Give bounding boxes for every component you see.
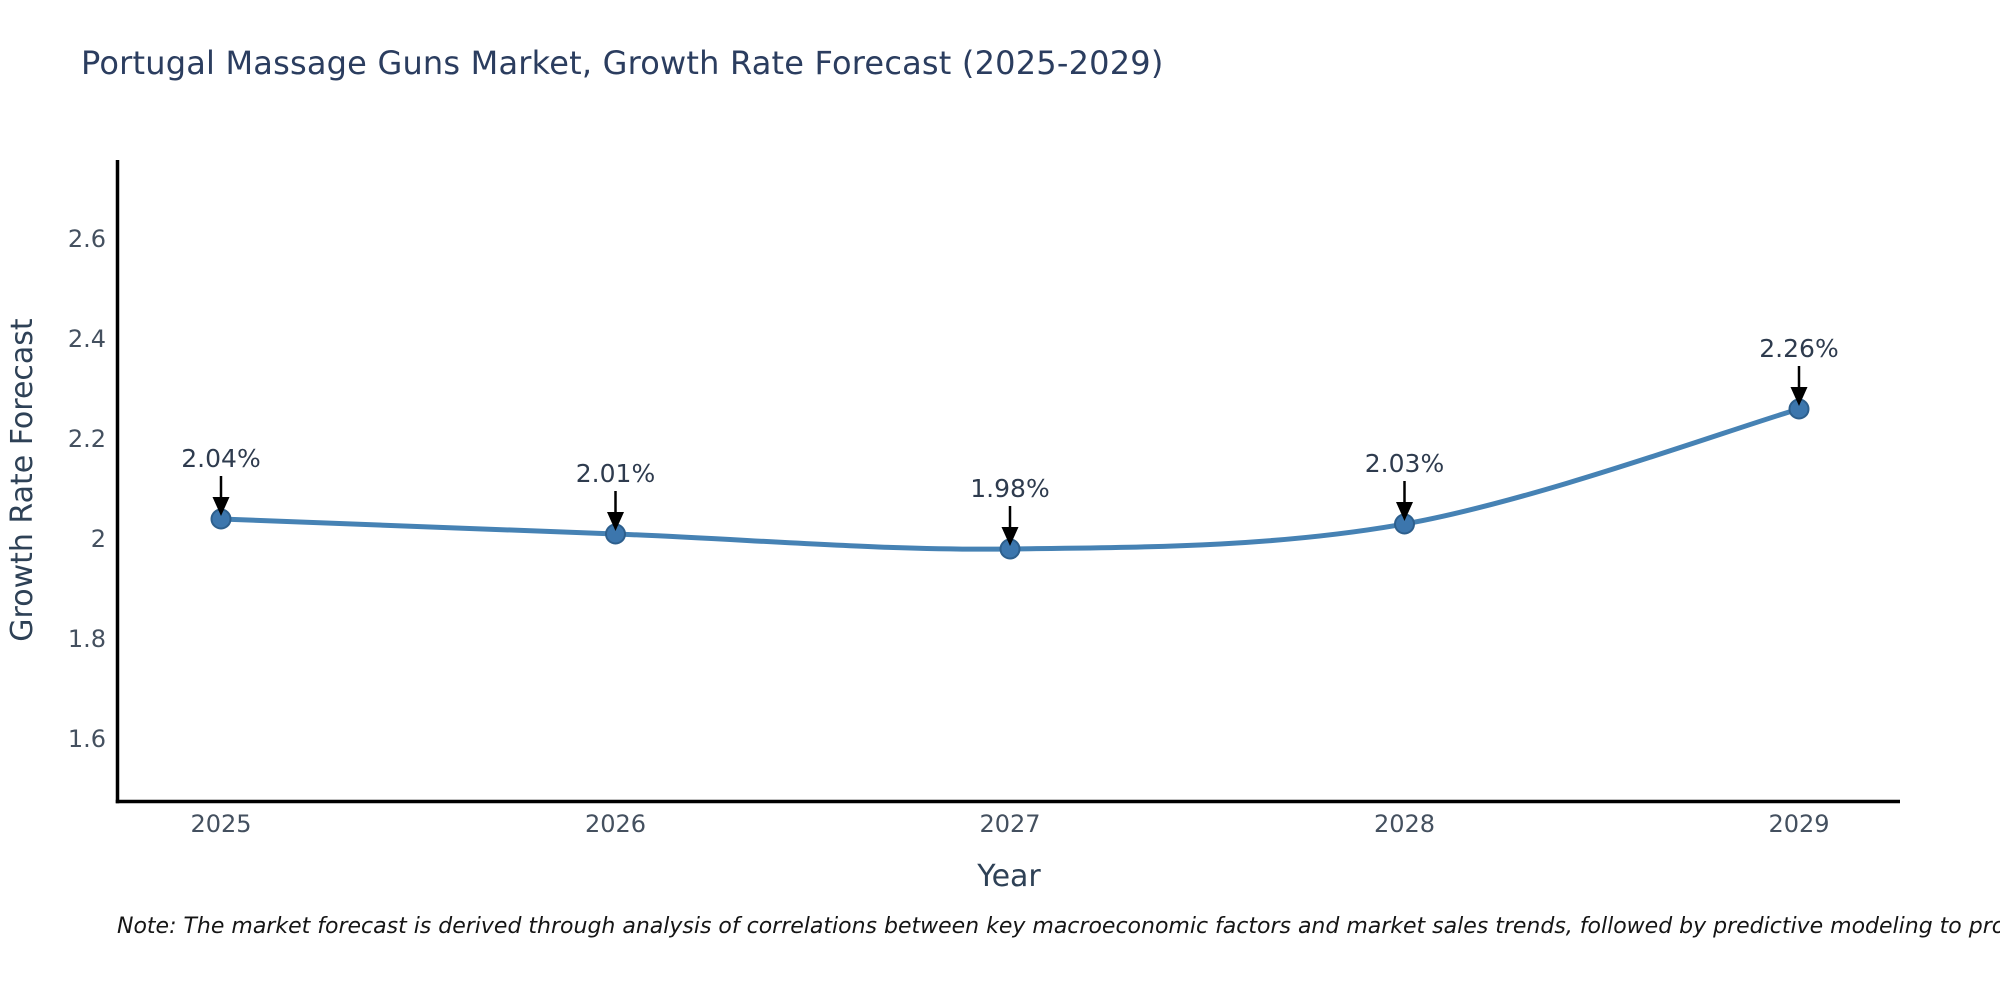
y-tick-label: 1.8	[68, 625, 106, 653]
growth-rate-series	[210, 398, 1810, 560]
point-value-label: 2.01%	[576, 459, 655, 488]
y-axis-title: Growth Rate Forecast	[5, 318, 40, 642]
x-tick-label: 2029	[1768, 810, 1829, 838]
x-tick-label: 2028	[1374, 810, 1435, 838]
annotation-arrowhead-icon	[1001, 527, 1019, 546]
point-value-label: 2.03%	[1365, 449, 1444, 478]
annotation-arrowhead-icon	[607, 512, 624, 531]
chart-title: Portugal Massage Guns Market, Growth Rat…	[81, 44, 1164, 82]
x-axis-tick-labels: 2025 2026 2027 2028 2029	[190, 810, 1829, 838]
y-tick-label: 2.4	[68, 325, 106, 353]
x-axis-title: Year	[976, 859, 1041, 894]
y-axis-tick-labels: 1.6 1.8 2 2.2 2.4 2.6	[68, 225, 106, 753]
point-value-label: 2.04%	[181, 444, 260, 473]
x-tick-label: 2027	[979, 810, 1040, 838]
chart-note: Note: The market forecast is derived thr…	[117, 914, 2000, 939]
y-tick-label: 2	[91, 525, 106, 553]
point-value-label: 1.98%	[970, 474, 1049, 503]
point-annotations: 2.04% 2.01% 1.98% 2.03% 2.26%	[181, 334, 1839, 546]
x-tick-label: 2026	[585, 810, 646, 838]
y-tick-label: 1.6	[68, 725, 106, 753]
y-tick-label: 2.2	[68, 425, 106, 453]
x-tick-label: 2025	[190, 810, 251, 838]
y-tick-label: 2.6	[68, 225, 106, 253]
annotation-arrowhead-icon	[212, 497, 230, 516]
annotation-arrowhead-icon	[1790, 387, 1808, 406]
point-value-label: 2.26%	[1759, 334, 1838, 363]
annotation-arrowhead-icon	[1396, 502, 1413, 521]
